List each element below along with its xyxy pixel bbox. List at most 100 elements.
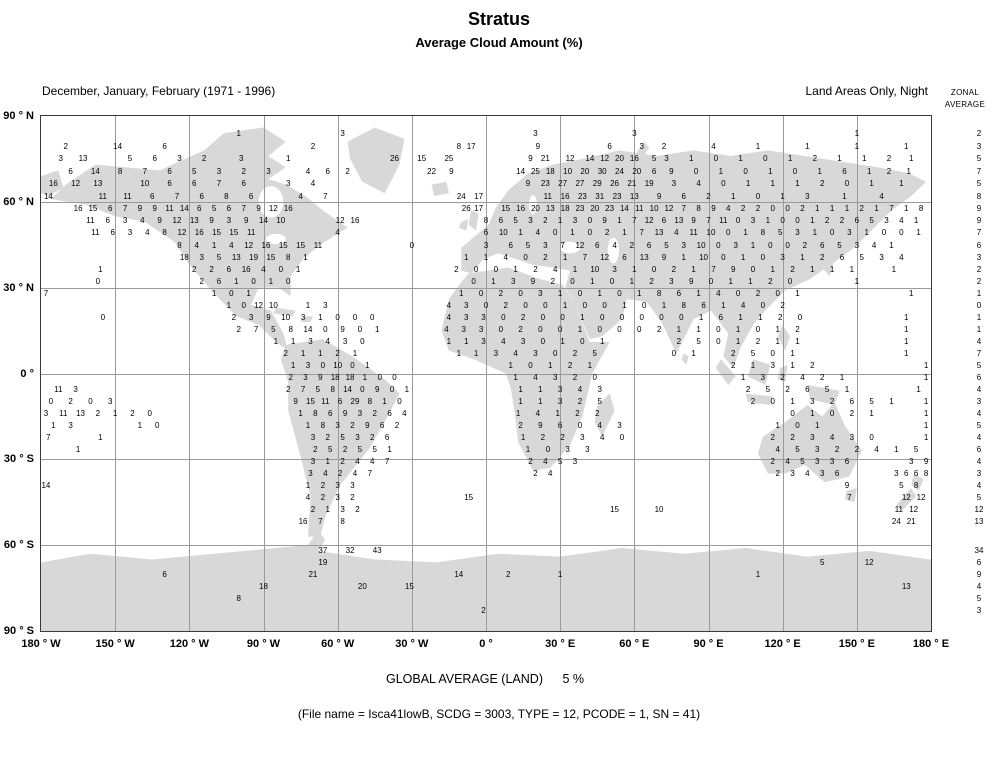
hispaniola [300,316,313,322]
cloud-amount-value: 8 [288,325,293,334]
cloud-amount-value: 10 [268,300,278,310]
zonal-average-value: 2 [976,264,982,274]
cloud-amount-value: 3 [580,432,585,442]
cloud-amount-value: 2 [481,605,486,615]
cloud-amount-value: 3 [308,337,313,347]
cloud-amount-value: 3 [815,444,820,454]
cloud-amount-value: 0 [637,325,642,334]
cloud-amount-value: 0 [770,349,775,359]
cloud-amount-value: 0 [899,228,904,238]
iceland [431,181,449,197]
cloud-amount-value: 1 [869,409,874,419]
cloud-amount-value: 13 [189,216,199,225]
cloud-amount-value: 20 [632,167,642,177]
cloud-amount-value: 0 [389,385,395,395]
cloud-amount-value: 2 [750,397,756,407]
cloud-amount-value: 2 [810,361,815,371]
cloud-amount-value: 1 [775,420,780,430]
cloud-amount-value: 4 [879,191,884,201]
cloud-amount-value: 2 [454,264,459,274]
cloud-amount-value: 1 [844,385,850,395]
cloud-amount-value: 6 [646,240,652,250]
cloud-amount-value: 9 [844,480,850,490]
zonal-average-value: 4 [976,432,982,442]
cloud-amount-value: 26 [610,179,619,189]
cloud-amount-value: 1 [404,385,410,395]
cloud-amount-value: 4 [355,456,360,466]
cloud-amount-value: 1 [908,154,914,164]
cloud-amount-value: 0 [370,312,375,322]
cloud-amount-value: 3 [127,228,133,238]
cloud-amount-value: 0 [597,325,602,334]
cloud-amount-value: 1 [518,228,523,238]
cloud-amount-value: 1 [560,337,565,347]
cloud-amount-value: 0 [785,203,790,213]
cloud-amount-value: 4 [194,240,199,250]
cloud-amount-value: 12 [664,203,674,213]
cloud-amount-value: 6 [150,191,155,201]
cloud-amount-value: 4 [533,373,538,383]
cloud-amount-value: 1 [904,337,909,347]
cloud-amount-value: 2 [350,492,355,502]
cloud-amount-value: 4 [899,216,904,225]
cloud-amount-value: 9 [602,216,607,225]
cloud-amount-value: 3 [478,325,484,334]
cloud-amount-value: 5 [913,444,919,454]
cloud-amount-value: 1 [812,228,818,238]
cloud-amount-value: 1 [491,276,496,286]
cloud-amount-value: 4 [503,252,508,262]
cloud-amount-value: 11 [98,191,107,201]
cloud-amount-value: 1 [908,288,914,298]
cloud-amount-value: 1 [862,154,867,164]
cloud-amount-value: 3 [894,468,899,478]
cloud-amount-value: 1 [829,264,835,274]
cloud-amount-value: 6 [834,468,840,478]
cloud-amount-value: 6 [844,456,850,466]
zonal-average-value: 5 [976,154,982,164]
cloud-amount-value: 4 [696,179,701,189]
cloud-amount-value: 1 [688,154,694,164]
global-average-value: 5 % [562,672,585,686]
cloud-amount-value: 4 [800,373,805,383]
cloud-amount-value: 1 [325,504,330,514]
cloud-amount-value: 1 [817,167,822,177]
cloud-amount-value: 29 [350,397,360,407]
cloud-amount-value: 6 [651,167,657,177]
cloud-amount-value: 9 [525,179,531,189]
cloud-amount-value: 2 [802,240,808,250]
cloud-amount-value: 1 [721,300,726,310]
cloud-amount-value: 2 [854,444,860,454]
cloud-amount-value: 11 [54,385,63,395]
cloud-amount-value: 1 [750,361,756,371]
cloud-amount-value: 6 [839,252,845,262]
cloud-amount-value: 2 [345,167,350,177]
cloud-amount-value: 9 [266,312,271,322]
cloud-amount-value: 1 [770,264,775,274]
cloud-amount-value: 10 [649,203,659,213]
cloud-amount-value: 9 [528,154,533,164]
cloud-amount-value: 17 [474,191,484,201]
cuba [273,307,296,317]
cloud-amount-value: 3 [463,300,469,310]
cloud-amount-value: 16 [261,240,271,250]
cloud-amount-value: 2 [819,373,825,383]
cloud-amount-value: 1 [538,385,543,395]
cloud-amount-value: 0 [693,167,699,177]
cloud-amount-value: 7 [122,203,128,213]
cloud-amount-value: 1 [112,409,118,419]
cloud-amount-value: 2 [780,373,785,383]
cloud-amount-value: 2 [790,264,795,274]
cloud-amount-value: 2 [790,432,795,442]
cloud-amount-value: 21 [627,179,637,189]
cloud-amount-value: 1 [844,203,850,213]
cloud-amount-value: 3 [340,129,345,139]
cloud-amount-value: 3 [681,240,686,250]
cloud-amount-value: 7 [43,288,49,298]
cloud-amount-value: 10 [706,228,716,238]
zonal-average-value: 4 [976,581,982,591]
cloud-amount-value: 1 [590,276,595,286]
cloud-amount-value: 6 [328,409,333,419]
cloud-amount-value: 21 [540,154,550,164]
cloud-amount-value: 1 [770,179,775,189]
